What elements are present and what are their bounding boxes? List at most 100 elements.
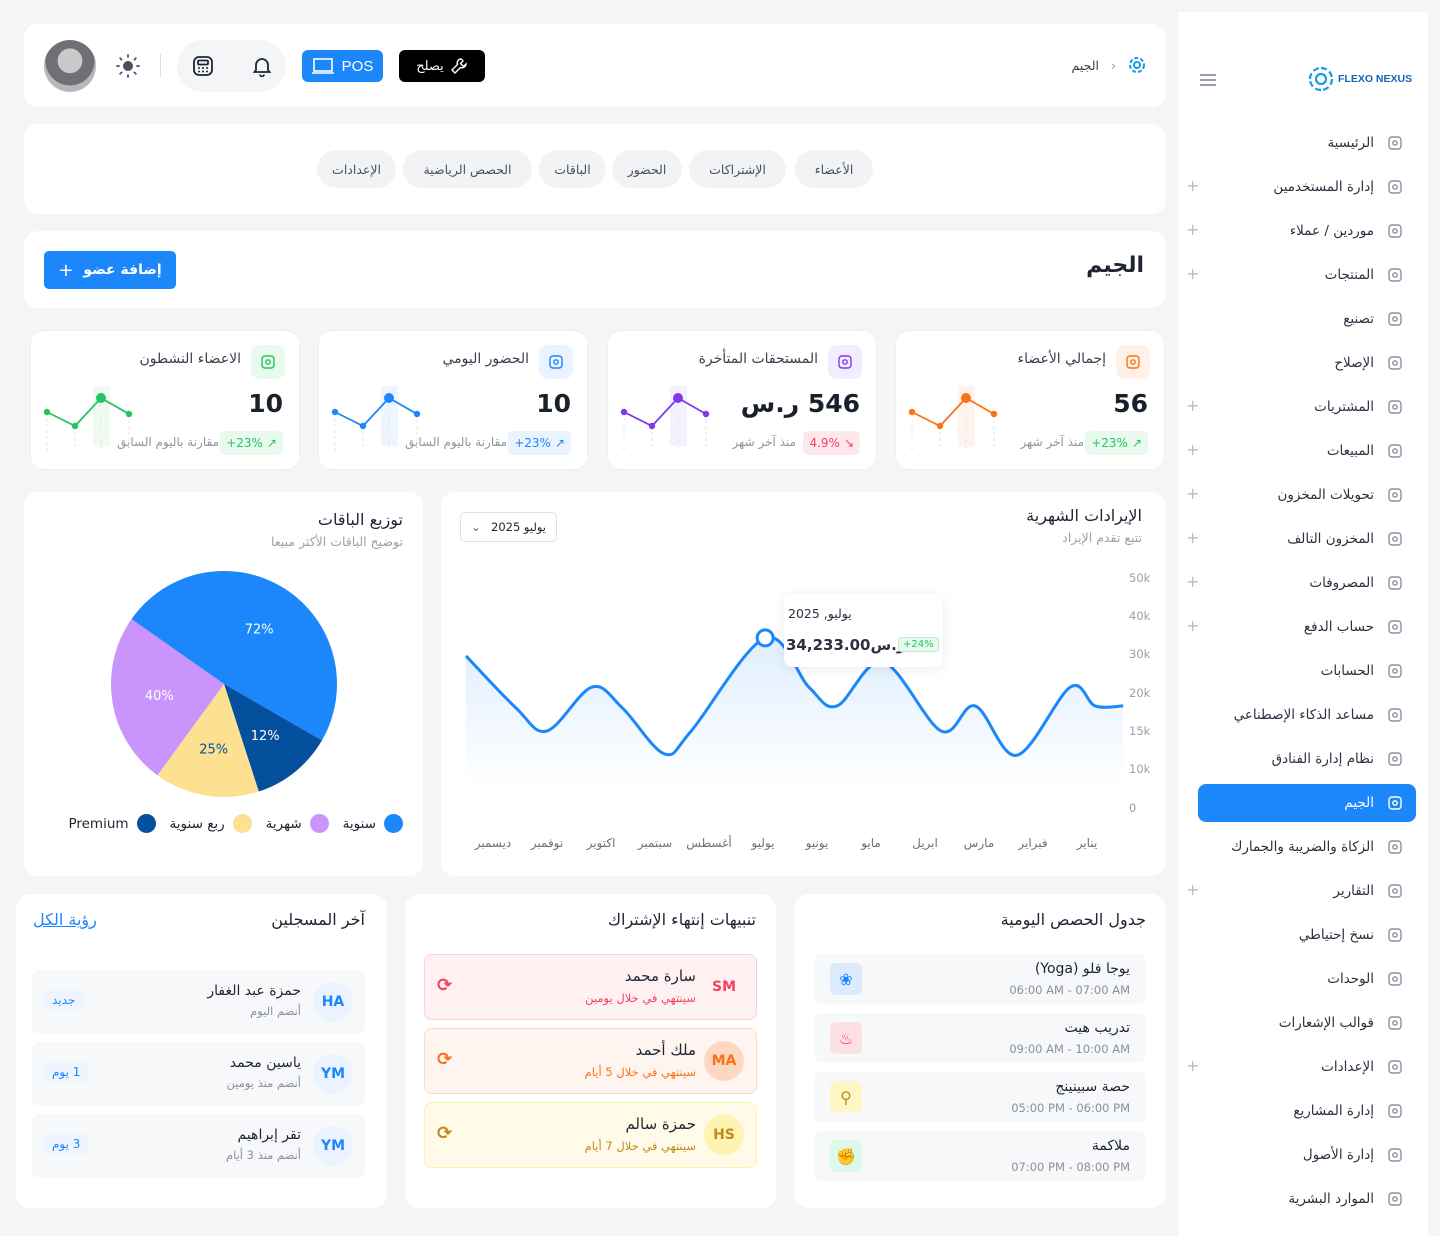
class-row[interactable]: يوجا فلو (Yoga) 06:00 AM - 07:00 AM ❀ bbox=[814, 954, 1146, 1004]
subscription-alert-row[interactable]: SM سارة محمد سينتهي في خلال يومين ⟳ bbox=[424, 954, 757, 1020]
sidebar-item[interactable]: نسخ إحتياطي bbox=[1198, 916, 1416, 954]
sidebar-item[interactable]: الإعدادات bbox=[1198, 1048, 1416, 1086]
sidebar-item-label: نظام إدارة الفنادق bbox=[1271, 751, 1374, 767]
sidebar-item[interactable]: المنتجات bbox=[1198, 256, 1416, 294]
sidebar-item[interactable]: الوحدات bbox=[1198, 960, 1416, 998]
expand-plus-icon[interactable]: + bbox=[1186, 484, 1200, 503]
users-icon bbox=[1384, 176, 1406, 198]
sidebar-item[interactable]: تصنيع bbox=[1198, 300, 1416, 338]
trend-up-icon: ↗ bbox=[1131, 436, 1142, 450]
class-row[interactable]: تدريب هيت 09:00 AM - 10:00 AM ♨ bbox=[814, 1013, 1146, 1063]
alert-avatar: HS bbox=[704, 1115, 744, 1155]
tooltip-value: 34,233.00ر.س bbox=[786, 636, 906, 654]
sidebar-item[interactable]: تحويلات المخزون bbox=[1198, 476, 1416, 514]
tooltip-change-badge: +24% bbox=[898, 637, 939, 652]
class-row[interactable]: حصة سبينينج 05:00 PM - 06:00 PM ⚲ bbox=[814, 1072, 1146, 1122]
expand-plus-icon[interactable]: + bbox=[1186, 220, 1200, 239]
y-tick-label: 50k bbox=[1129, 571, 1151, 585]
repair-button[interactable]: يصلح bbox=[399, 50, 485, 82]
member-badge: 1 يوم bbox=[44, 1062, 89, 1082]
tab-plans[interactable]: الباقات bbox=[539, 150, 606, 188]
tab-subscriptions[interactable]: الإشتراكات bbox=[689, 150, 786, 188]
expand-plus-icon[interactable]: + bbox=[1186, 396, 1200, 415]
pie-slice-label: 12% bbox=[251, 729, 280, 744]
add-member-button[interactable]: إضافة عضو + bbox=[44, 251, 176, 289]
brand-logo[interactable]: FLEXO NEXUS bbox=[1308, 66, 1412, 92]
dumbbell-icon bbox=[1384, 792, 1406, 814]
trend-up-icon: ↗ bbox=[266, 436, 277, 450]
sidebar-item[interactable]: إدارة الأصول bbox=[1198, 1136, 1416, 1174]
renew-icon[interactable]: ⟳ bbox=[437, 1049, 453, 1070]
sidebar-item[interactable]: إدارة المستخدمين bbox=[1198, 168, 1416, 206]
renew-icon[interactable]: ⟳ bbox=[437, 975, 453, 996]
recent-member-row[interactable]: YM تقر إبراهيم أنضم منذ 3 أيام 3 يوم bbox=[32, 1114, 365, 1178]
tab-members[interactable]: الأعضاء bbox=[795, 150, 873, 188]
sidebar-item[interactable]: المصروفات bbox=[1198, 564, 1416, 602]
pos-button[interactable]: POS bbox=[302, 50, 383, 82]
legend-label: ربع سنوية bbox=[169, 815, 225, 832]
pie-slice[interactable] bbox=[157, 684, 259, 797]
tab-settings[interactable]: الإعدادات bbox=[317, 150, 396, 188]
view-all-link[interactable]: رؤية الكل bbox=[33, 910, 97, 929]
user-avatar[interactable] bbox=[44, 40, 96, 92]
tab-attendance[interactable]: الحضور bbox=[612, 150, 682, 188]
pie-slice[interactable] bbox=[224, 684, 322, 792]
sidebar-item[interactable]: نظام إدارة الفنادق bbox=[1198, 740, 1416, 778]
expand-plus-icon[interactable]: + bbox=[1186, 440, 1200, 459]
subscription-alert-row[interactable]: HS حمزة سالم سينتهي في خلال 7 أيام ⟳ bbox=[424, 1102, 757, 1168]
sidebar-item[interactable]: المشتريات bbox=[1198, 388, 1416, 426]
member-badge: 3 يوم bbox=[44, 1134, 89, 1154]
class-row[interactable]: ملاكمة 07:00 PM - 08:00 PM ✊ bbox=[814, 1131, 1146, 1181]
theme-toggle-icon[interactable] bbox=[116, 54, 140, 78]
pie-slice[interactable] bbox=[111, 619, 224, 776]
expand-plus-icon[interactable]: + bbox=[1186, 572, 1200, 591]
sidebar-item[interactable]: مساعد الذكاء الإصطناعي bbox=[1198, 696, 1416, 734]
expand-plus-icon[interactable]: + bbox=[1186, 264, 1200, 283]
sidebar-item[interactable]: المخزون التالف bbox=[1198, 520, 1416, 558]
expand-plus-icon[interactable]: + bbox=[1186, 528, 1200, 547]
x-tick-label: نوفمبر bbox=[530, 836, 563, 851]
expand-plus-icon[interactable]: + bbox=[1186, 1056, 1200, 1075]
sidebar-item[interactable]: إدارة المشاريع bbox=[1198, 1092, 1416, 1130]
sidebar: FLEXO NEXUS الرئيسية إدارة المستخدمين + مور… bbox=[1178, 12, 1428, 1236]
member-name: حمزة عبد الغفار bbox=[207, 983, 301, 999]
calculator-icon[interactable] bbox=[192, 55, 214, 81]
sidebar-item[interactable]: المبيعات bbox=[1198, 432, 1416, 470]
subscription-alert-row[interactable]: MA ملك أحمد سينتهي في خلال 5 أيام ⟳ bbox=[424, 1028, 757, 1094]
sidebar-item[interactable]: الموارد البشرية bbox=[1198, 1180, 1416, 1218]
recent-member-row[interactable]: YM ياسين محمد أنضم منذ يومين 1 يوم bbox=[32, 1042, 365, 1106]
bank-icon bbox=[1384, 660, 1406, 682]
period-select[interactable]: ⌄ يوليو 2025 bbox=[460, 512, 557, 542]
stat-card: الحضور اليومي 10 +23% ↗ مقارنة باليوم السابق bbox=[318, 330, 588, 470]
hamburger-menu-icon[interactable] bbox=[1200, 74, 1216, 86]
sidebar-item[interactable]: قوالب الإشعارات bbox=[1198, 1004, 1416, 1042]
breadcrumb-current[interactable]: الجيم bbox=[1071, 57, 1099, 73]
pie-slice[interactable] bbox=[131, 570, 338, 741]
expand-plus-icon[interactable]: + bbox=[1186, 176, 1200, 195]
sidebar-item[interactable]: حساب الدفع bbox=[1198, 608, 1416, 646]
sidebar-item[interactable]: الإصلاح bbox=[1198, 344, 1416, 382]
sidebar-item-label: إدارة المشاريع bbox=[1293, 1103, 1374, 1119]
sidebar-item[interactable]: الزكاة والضريبة والجمارك bbox=[1198, 828, 1416, 866]
highlight-point[interactable] bbox=[755, 628, 775, 648]
stat-change-value: 4.9% bbox=[809, 436, 840, 450]
add-member-label: إضافة عضو bbox=[83, 262, 162, 278]
sidebar-item[interactable]: موردين / عملاء bbox=[1198, 212, 1416, 250]
money-check-icon bbox=[828, 345, 862, 379]
renew-icon[interactable]: ⟳ bbox=[437, 1123, 453, 1144]
recent-title: آخر المسجلين bbox=[271, 910, 365, 929]
member-avatar: YM bbox=[313, 1126, 353, 1166]
sidebar-item[interactable]: الحسابات bbox=[1198, 652, 1416, 690]
expand-plus-icon[interactable]: + bbox=[1186, 880, 1200, 899]
sidebar-item[interactable]: الجيم bbox=[1198, 784, 1416, 822]
tab-classes[interactable]: الحصص الرياضية bbox=[403, 150, 532, 188]
sparkline-point bbox=[648, 422, 656, 430]
sidebar-item[interactable]: الرئيسية bbox=[1198, 124, 1416, 162]
legend-label: Premium bbox=[68, 815, 129, 832]
expand-plus-icon[interactable]: + bbox=[1186, 616, 1200, 635]
recent-member-row[interactable]: HA حمزة عبد الغفار أنضم اليوم جديد bbox=[32, 970, 365, 1034]
alert-note: سينتهي في خلال 7 أيام bbox=[584, 1139, 696, 1153]
alerts-title: تنبيهات إنتهاء الإشتراك bbox=[607, 910, 756, 929]
sidebar-item[interactable]: التقارير bbox=[1198, 872, 1416, 910]
notification-bell-icon[interactable] bbox=[251, 55, 273, 81]
